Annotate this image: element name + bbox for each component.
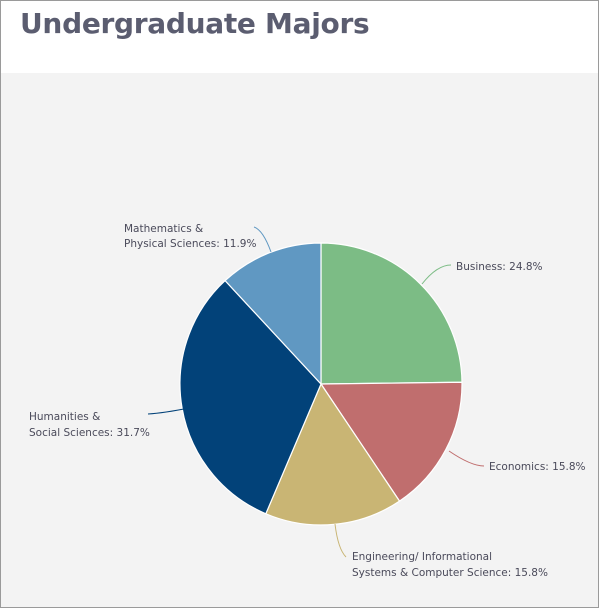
pie-slice[interactable]	[320, 242, 463, 385]
slice-label-line: Economics: 15.8%	[489, 461, 586, 473]
slice-label-line: Engineering/ Informational	[352, 551, 492, 563]
header: Undergraduate Majors	[1, 1, 598, 73]
slice-label: Business: 24.8%	[456, 261, 543, 273]
slice-leader-line	[253, 226, 272, 253]
slice-label-line: Physical Sciences: 11.9%	[124, 238, 256, 250]
slice-label: Economics: 15.8%	[489, 461, 586, 473]
slice-label: Humanities & Social Sciences: 31.7%	[29, 411, 150, 439]
slice-leader-line	[421, 264, 452, 285]
slice-leader-line	[334, 523, 347, 558]
pie-slice[interactable]	[319, 381, 463, 502]
pie-slice[interactable]	[224, 242, 322, 386]
page-title: Undergraduate Majors	[20, 7, 370, 40]
slice-leader-line	[448, 450, 485, 467]
slice-label-line: Social Sciences: 31.7%	[29, 427, 150, 439]
pie-slice[interactable]	[179, 279, 322, 515]
slice-label-line: Systems & Computer Science: 15.8%	[352, 567, 548, 579]
slice-label-line: Mathematics &	[124, 223, 203, 235]
slice-label-line: Humanities &	[29, 411, 100, 423]
slice-label: Engineering/ Informational Systems & Comp…	[352, 551, 548, 579]
slice-leader-line	[147, 407, 190, 415]
pie-slice[interactable]	[265, 382, 401, 526]
slice-label-line: Business: 24.8%	[456, 261, 543, 273]
slice-label: Mathematics & Physical Sciences: 11.9%	[124, 223, 256, 250]
